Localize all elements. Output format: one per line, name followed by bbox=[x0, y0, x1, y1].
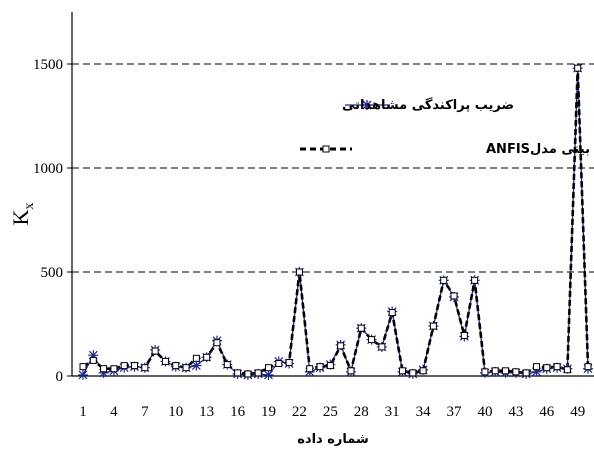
series-1-point-48 bbox=[563, 366, 571, 374]
series-line-0 bbox=[82, 67, 589, 376]
legend-anfis-label: ضریب پراکندگی پیش بینی مدلANFIS bbox=[486, 141, 594, 157]
x-tick-label-43: 43 bbox=[508, 404, 523, 420]
x-tick-label-25: 25 bbox=[323, 404, 338, 420]
series-1-point-49 bbox=[574, 64, 582, 72]
series-1-point-40 bbox=[481, 368, 489, 376]
series-1-point-43 bbox=[512, 368, 520, 376]
series-1-point-32 bbox=[398, 367, 406, 375]
series-1-point-38 bbox=[460, 331, 468, 339]
series-1-point-8 bbox=[151, 347, 159, 355]
series-1-point-17 bbox=[244, 370, 252, 378]
series-1-point-4 bbox=[110, 365, 118, 373]
series-1-point-46 bbox=[543, 364, 551, 372]
series-1-point-20 bbox=[275, 360, 283, 368]
legend-observed-label: ضریب پراکندگی مشاهداتی bbox=[342, 97, 514, 113]
series-1-point-31 bbox=[388, 309, 396, 317]
series-1-point-3 bbox=[100, 365, 108, 373]
series-0-point-1 bbox=[78, 369, 88, 380]
legend-anfis-square-marker bbox=[322, 145, 330, 153]
x-tick-label-46: 46 bbox=[539, 404, 555, 420]
y-tick-label-1000: 1000 bbox=[33, 161, 63, 177]
axes bbox=[71, 12, 594, 377]
series-1-point-44 bbox=[522, 369, 530, 377]
grid-lines bbox=[72, 63, 594, 273]
x-tick-label-19: 19 bbox=[261, 404, 276, 420]
x-tick-label-28: 28 bbox=[354, 404, 369, 420]
series-1-point-26 bbox=[337, 342, 345, 350]
series-0-point-19 bbox=[263, 369, 274, 380]
series-1-point-9 bbox=[161, 357, 169, 365]
series-1-point-34 bbox=[419, 367, 427, 375]
series-0-point-12 bbox=[191, 360, 202, 371]
series-1-point-1 bbox=[79, 363, 87, 371]
series-1-point-2 bbox=[89, 356, 97, 364]
x-tick-label-49: 49 bbox=[570, 404, 585, 420]
x-tick-label-13: 13 bbox=[199, 404, 214, 420]
series-1-point-50 bbox=[584, 363, 592, 371]
x-tick-label-40: 40 bbox=[477, 404, 492, 420]
x-tick-label-37: 37 bbox=[447, 404, 463, 420]
series-1-point-41 bbox=[491, 367, 499, 375]
legend-observed-star-marker bbox=[362, 100, 372, 110]
x-tick-label-34: 34 bbox=[416, 404, 432, 420]
y-tick-label-1500: 1500 bbox=[33, 57, 63, 73]
x-axis-label: شماره داده bbox=[297, 432, 369, 447]
series-1-point-10 bbox=[172, 362, 180, 370]
series-1-point-22 bbox=[295, 268, 303, 276]
series-1-point-12 bbox=[192, 354, 200, 362]
series-1-point-15 bbox=[223, 361, 231, 369]
series-1-point-39 bbox=[471, 276, 479, 284]
y-axis-label: Kx bbox=[8, 203, 37, 226]
y-tick-label-0: 0 bbox=[56, 369, 64, 385]
series-1-point-7 bbox=[141, 364, 149, 372]
series-1-point-29 bbox=[368, 336, 376, 344]
y-axis-label-main: K bbox=[8, 209, 33, 225]
y-tick-label-500: 500 bbox=[41, 265, 64, 281]
series-1-point-16 bbox=[234, 369, 242, 377]
x-tick-label-16: 16 bbox=[230, 404, 246, 420]
series-1-point-37 bbox=[450, 292, 458, 300]
series-1-point-36 bbox=[440, 276, 448, 284]
series-1-point-28 bbox=[357, 324, 365, 332]
series-line-1 bbox=[82, 66, 590, 376]
series-1-point-35 bbox=[429, 322, 437, 330]
series-1-point-27 bbox=[347, 367, 355, 375]
x-tick-label-4: 4 bbox=[110, 404, 118, 420]
series-1-point-24 bbox=[316, 363, 324, 371]
legend-entry-anfis: ضریب پراکندگی پیش بینی مدلANFIS bbox=[300, 141, 594, 157]
x-tick-label-10: 10 bbox=[168, 404, 183, 420]
series-1-point-19 bbox=[265, 364, 273, 372]
series-1-point-42 bbox=[502, 367, 510, 375]
series-1-point-25 bbox=[326, 362, 334, 370]
x-tick-label-7: 7 bbox=[141, 404, 149, 420]
legend-entry-observed: ضریب پراکندگی مشاهداتی bbox=[342, 97, 514, 113]
y-axis-label-subscript: x bbox=[22, 203, 37, 210]
legend: ضریب پراکندگی مشاهداتی ضریب پراکندگی پیش… bbox=[300, 97, 594, 157]
series-1-point-33 bbox=[409, 369, 417, 377]
series-1-point-21 bbox=[285, 358, 293, 366]
series-1-point-30 bbox=[378, 343, 386, 351]
y-tick-labels: 0 500 1000 1500 bbox=[33, 57, 72, 385]
x-tick-label-31: 31 bbox=[385, 404, 400, 420]
series-group bbox=[78, 63, 593, 380]
series-1-point-18 bbox=[254, 369, 262, 377]
x-tick-label-22: 22 bbox=[292, 404, 307, 420]
series-1-point-13 bbox=[203, 353, 211, 361]
x-tick-labels: 1 4 7 10 13 16 19 22 25 28 31 34 37 40 43 46 49 bbox=[79, 404, 585, 420]
x-tick-label-1: 1 bbox=[79, 404, 87, 420]
series-1-point-11 bbox=[182, 364, 190, 372]
series-1-point-14 bbox=[213, 339, 221, 347]
series-1-point-23 bbox=[306, 365, 314, 373]
series-1-point-6 bbox=[131, 362, 139, 370]
series-1-point-47 bbox=[553, 363, 561, 371]
series-1-point-45 bbox=[532, 363, 540, 371]
series-1-point-5 bbox=[120, 362, 128, 370]
